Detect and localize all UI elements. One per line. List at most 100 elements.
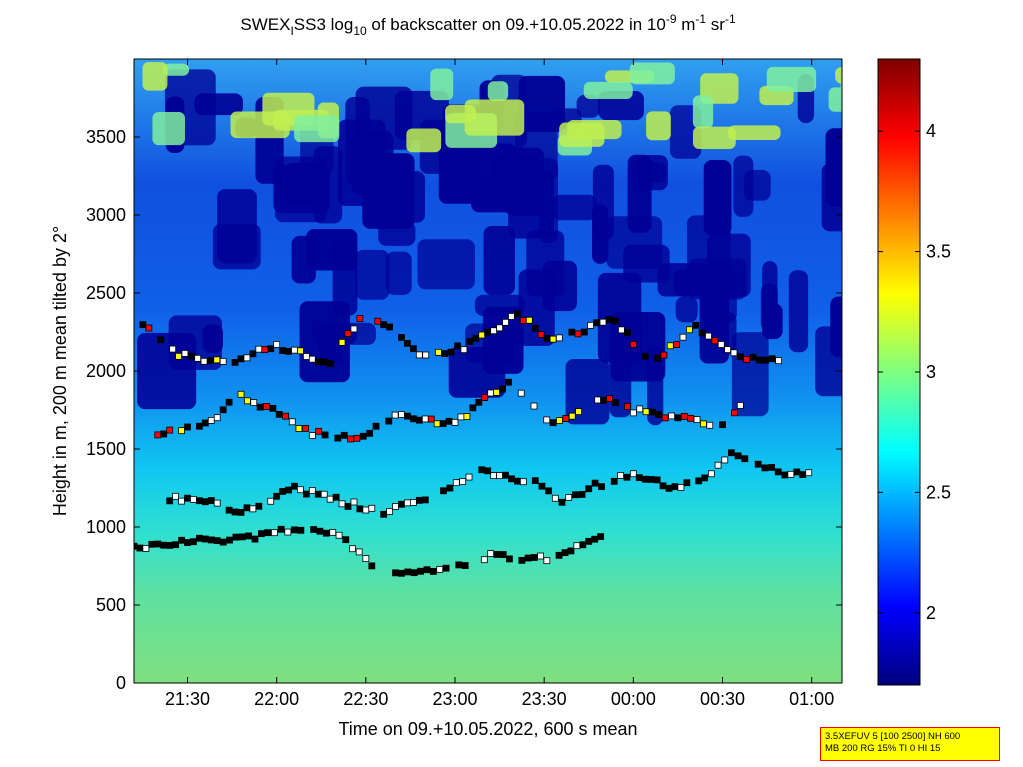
layer-marker bbox=[505, 378, 512, 386]
layer-marker bbox=[768, 355, 776, 363]
low-backscatter-patch bbox=[673, 269, 722, 297]
y-axis-label: Height in m, 200 m mean tilted by 2° bbox=[50, 226, 70, 516]
info-line-2: MB 200 RG 15% TI 0 HI 15 bbox=[825, 743, 941, 754]
layer-marker bbox=[184, 423, 191, 431]
layer-marker bbox=[728, 449, 735, 457]
layer-marker bbox=[302, 353, 310, 360]
layer-marker bbox=[475, 398, 483, 406]
colorbar-tick-label: 3.5 bbox=[926, 242, 951, 262]
layer-marker bbox=[263, 402, 270, 410]
layer-marker bbox=[695, 477, 703, 485]
layer-marker bbox=[160, 430, 168, 438]
layer-marker bbox=[736, 402, 744, 409]
layer-marker bbox=[593, 319, 601, 327]
layer-marker bbox=[459, 478, 467, 486]
layer-marker bbox=[169, 345, 177, 353]
layer-marker bbox=[344, 503, 352, 510]
high-backscatter-patch bbox=[583, 81, 633, 99]
layer-marker bbox=[195, 422, 203, 430]
low-backscatter-patch bbox=[518, 269, 555, 346]
layer-marker bbox=[756, 356, 763, 364]
layer-marker bbox=[451, 418, 459, 426]
low-backscatter-patch bbox=[471, 143, 517, 213]
layer-marker bbox=[693, 416, 701, 424]
layer-marker bbox=[238, 533, 246, 541]
layer-marker bbox=[291, 526, 298, 534]
layer-marker bbox=[687, 414, 695, 422]
layer-marker bbox=[543, 334, 551, 342]
layer-marker bbox=[711, 337, 719, 345]
layer-marker bbox=[551, 494, 559, 502]
layer-marker bbox=[580, 328, 588, 336]
high-backscatter-patch bbox=[567, 119, 622, 140]
layer-marker bbox=[366, 429, 374, 437]
y-tick-label: 0 bbox=[116, 673, 126, 693]
layer-marker bbox=[781, 471, 789, 479]
layer-marker bbox=[530, 554, 538, 561]
layer-marker bbox=[774, 468, 782, 476]
layer-marker bbox=[237, 390, 245, 398]
layer-marker bbox=[350, 498, 358, 506]
layer-marker bbox=[362, 555, 370, 562]
layer-marker bbox=[372, 422, 380, 430]
colorbar-ticks: 2 2.5 3 3.5 4 bbox=[878, 121, 951, 623]
layer-marker bbox=[409, 345, 417, 353]
layer-marker bbox=[799, 471, 807, 478]
low-backscatter-patch bbox=[275, 156, 327, 223]
layer-marker bbox=[465, 473, 473, 481]
layer-marker bbox=[506, 555, 513, 563]
y-tick-label: 3500 bbox=[86, 127, 126, 147]
layer-marker bbox=[455, 561, 463, 569]
layer-marker bbox=[653, 476, 661, 484]
layer-marker bbox=[762, 356, 770, 364]
layer-marker bbox=[284, 528, 292, 536]
layer-marker bbox=[255, 502, 263, 510]
layer-marker bbox=[410, 569, 418, 577]
layer-marker bbox=[538, 482, 546, 490]
layer-marker bbox=[398, 569, 405, 577]
layer-marker bbox=[392, 569, 399, 577]
layer-marker bbox=[297, 347, 304, 355]
layer-marker bbox=[612, 317, 619, 325]
layer-marker bbox=[445, 417, 453, 425]
layer-marker bbox=[380, 321, 388, 329]
layer-marker bbox=[579, 541, 587, 549]
layer-marker bbox=[353, 434, 361, 442]
layer-marker bbox=[698, 329, 706, 337]
layer-marker bbox=[178, 497, 185, 505]
layer-marker bbox=[213, 499, 221, 507]
high-backscatter-patch bbox=[835, 67, 842, 84]
layer-marker bbox=[606, 395, 613, 402]
low-backscatter-patch bbox=[474, 294, 525, 316]
layer-marker bbox=[556, 417, 563, 424]
layer-marker bbox=[386, 323, 394, 331]
layer-marker bbox=[484, 328, 492, 336]
layer-marker bbox=[231, 358, 239, 366]
layer-marker bbox=[184, 539, 191, 546]
layer-marker bbox=[700, 420, 707, 428]
layer-marker bbox=[142, 545, 150, 552]
layer-marker bbox=[567, 547, 575, 555]
layer-marker bbox=[463, 413, 471, 421]
layer-marker bbox=[344, 330, 352, 337]
layer-marker bbox=[587, 321, 594, 329]
layer-marker bbox=[514, 477, 521, 485]
layer-marker bbox=[178, 427, 185, 435]
layer-marker bbox=[207, 357, 214, 364]
layer-marker bbox=[398, 500, 405, 508]
layer-marker bbox=[493, 551, 501, 558]
layer-marker bbox=[502, 471, 509, 479]
layer-marker bbox=[661, 414, 669, 422]
layer-marker bbox=[701, 474, 709, 482]
layer-marker bbox=[685, 326, 693, 334]
layer-marker bbox=[624, 329, 631, 337]
layer-marker bbox=[480, 556, 488, 564]
high-backscatter-patch bbox=[828, 87, 842, 112]
layer-marker bbox=[267, 345, 275, 353]
layer-marker bbox=[562, 415, 570, 422]
layer-marker bbox=[724, 346, 732, 353]
low-backscatter-patch bbox=[606, 216, 663, 269]
layer-marker bbox=[308, 355, 316, 363]
layer-marker bbox=[267, 497, 275, 505]
low-backscatter-patch bbox=[378, 221, 416, 246]
